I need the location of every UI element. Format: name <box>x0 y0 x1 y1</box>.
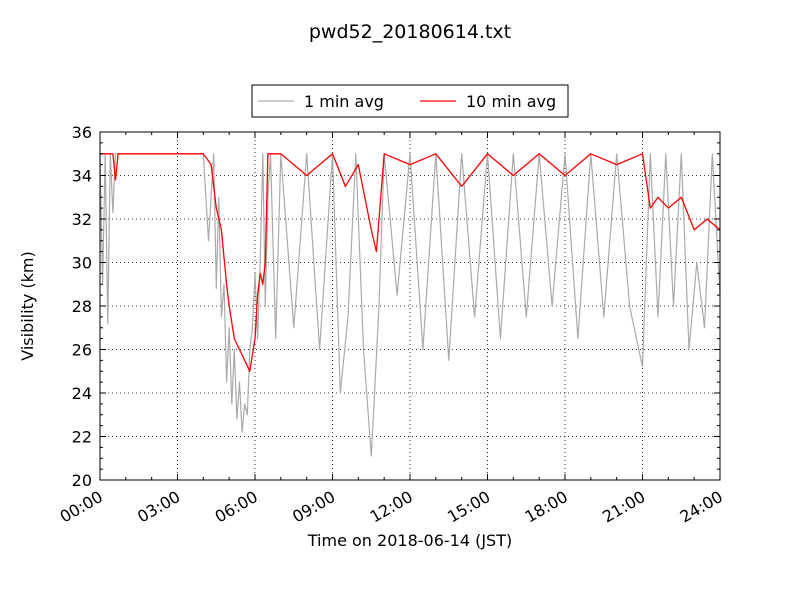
y-tick-label: 22 <box>72 428 92 447</box>
ticks <box>99 131 721 481</box>
y-tick-label: 26 <box>72 341 92 360</box>
series-10min <box>100 153 721 372</box>
chart-title: pwd52_20180614.txt <box>309 21 511 43</box>
line-1min-avg <box>99 153 721 457</box>
x-axis-label: Time on 2018-06-14 (JST) <box>307 531 512 550</box>
y-axis-label: Visibility (km) <box>18 251 37 360</box>
x-tick-label: 00:00 <box>57 487 106 527</box>
legend-label-10min: 10 min avg <box>466 92 556 111</box>
legend: 1 min avg 10 min avg <box>251 84 569 118</box>
y-tick-label: 34 <box>72 167 92 186</box>
x-tick-label: 21:00 <box>599 487 648 527</box>
y-tick-label: 20 <box>72 471 92 490</box>
x-tick-labels: 00:00 03:00 06:00 09:00 12:00 15:00 18:00 21:00… <box>57 487 726 527</box>
legend-label-1min: 1 min avg <box>304 92 384 111</box>
x-tick-label: 15:00 <box>444 487 493 527</box>
grid <box>100 132 720 480</box>
y-tick-labels: 20 22 24 26 28 30 32 34 36 <box>72 123 92 490</box>
x-tick-label: 18:00 <box>522 487 571 527</box>
y-tick-label: 32 <box>72 210 92 229</box>
y-tick-label: 30 <box>72 254 92 273</box>
x-tick-label: 06:00 <box>212 487 261 527</box>
y-tick-label: 24 <box>72 384 92 403</box>
series-1min <box>99 153 721 457</box>
line-10min-avg <box>100 153 721 372</box>
x-tick-label: 24:00 <box>677 487 726 527</box>
y-tick-label: 36 <box>72 123 92 142</box>
x-tick-label: 12:00 <box>367 487 416 527</box>
x-tick-label: 09:00 <box>289 487 338 527</box>
legend-box <box>251 84 569 118</box>
x-tick-label: 03:00 <box>134 487 183 527</box>
y-tick-label: 28 <box>72 297 92 316</box>
